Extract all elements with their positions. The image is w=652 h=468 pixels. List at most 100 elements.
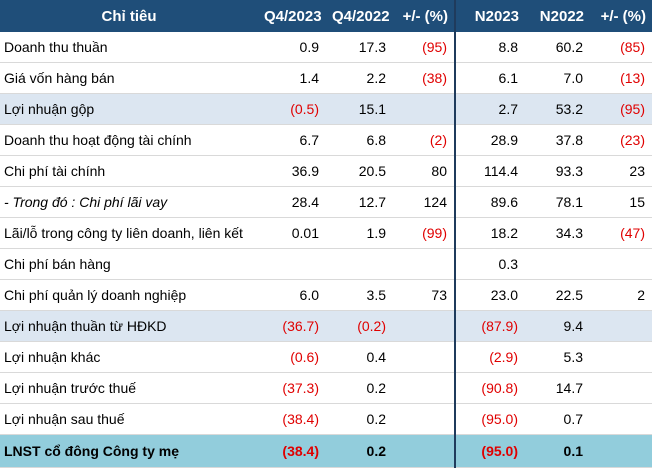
table-row: Chi phí bán hàng 0.3 xyxy=(0,248,652,280)
row-label: Chi phí tài chính xyxy=(0,155,258,187)
value-cell xyxy=(590,403,652,435)
value-cell: 15.1 xyxy=(326,93,393,125)
value-cell: 37.8 xyxy=(525,124,590,156)
value-cell: (0.5) xyxy=(258,93,326,125)
table-row: Chi phí tài chính 36.9 20.5 80 114.4 93.3 23 xyxy=(0,155,652,187)
value-cell: 114.4 xyxy=(455,155,525,187)
row-label: Chi phí bán hàng xyxy=(0,248,258,280)
value-cell: (38.4) xyxy=(258,403,326,435)
value-cell: 36.9 xyxy=(258,155,326,187)
value-cell: (38) xyxy=(393,62,456,94)
value-cell: 0.2 xyxy=(326,372,393,404)
value-cell: 124 xyxy=(393,186,456,218)
table-body: Doanh thu thuần 0.9 17.3 (95) 8.8 60.2 (85) Giá… xyxy=(0,32,652,468)
value-cell: 73 xyxy=(393,279,456,311)
header-cell: +/- (%) xyxy=(393,0,456,32)
header-cell: Chỉ tiêu xyxy=(0,0,258,32)
value-cell: 1.4 xyxy=(258,62,326,94)
row-label: LNST cổ đông Công ty mẹ xyxy=(0,434,258,468)
value-cell: 78.1 xyxy=(525,186,590,218)
value-cell: (87.9) xyxy=(455,310,525,342)
value-cell: 23 xyxy=(590,155,652,187)
header-cell: Q4/2023 xyxy=(258,0,326,32)
value-cell: 20.5 xyxy=(326,155,393,187)
row-label: Lợi nhuận sau thuế xyxy=(0,403,258,435)
value-cell: (36.7) xyxy=(258,310,326,342)
table-row: Lợi nhuận thuần từ HĐKD (36.7) (0.2) (87.9)… xyxy=(0,310,652,342)
table-row: Chi phí quản lý doanh nghiệp 6.0 3.5 73 23.0… xyxy=(0,279,652,311)
value-cell: 23.0 xyxy=(455,279,525,311)
value-cell xyxy=(393,310,456,342)
value-cell xyxy=(590,434,652,468)
row-label: Lợi nhuận gộp xyxy=(0,93,258,125)
value-cell: (99) xyxy=(393,217,456,249)
value-cell: 7.0 xyxy=(525,62,590,94)
value-cell: 9.4 xyxy=(525,310,590,342)
table-row: Doanh thu hoạt động tài chính 6.7 6.8 (2) 28… xyxy=(0,124,652,156)
table-row: Lợi nhuận gộp (0.5) 15.1 2.7 53.2 (95) xyxy=(0,93,652,125)
value-cell: (0.6) xyxy=(258,341,326,373)
value-cell xyxy=(393,93,456,125)
table-row: Doanh thu thuần 0.9 17.3 (95) 8.8 60.2 (85) xyxy=(0,32,652,63)
header-cell: N2022 xyxy=(525,0,590,32)
value-cell: (90.8) xyxy=(455,372,525,404)
table-row: Lợi nhuận trước thuế (37.3) 0.2 (90.8) 14.7 xyxy=(0,372,652,404)
header-cell: Q4/2022 xyxy=(326,0,393,32)
row-label: Lãi/lỗ trong công ty liên doanh, liên kế… xyxy=(0,217,258,249)
row-label: Lợi nhuận thuần từ HĐKD xyxy=(0,310,258,342)
value-cell xyxy=(393,434,456,468)
value-cell: 0.9 xyxy=(258,32,326,63)
value-cell: 53.2 xyxy=(525,93,590,125)
header-cell: +/- (%) xyxy=(590,0,652,32)
header-cell: N2023 xyxy=(455,0,525,32)
value-cell: 0.4 xyxy=(326,341,393,373)
row-label: Lợi nhuận trước thuế xyxy=(0,372,258,404)
table-row: Lợi nhuận khác (0.6) 0.4 (2.9) 5.3 xyxy=(0,341,652,373)
value-cell: 2 xyxy=(590,279,652,311)
value-cell: 0.2 xyxy=(326,403,393,435)
value-cell: 2.2 xyxy=(326,62,393,94)
value-cell: 8.8 xyxy=(455,32,525,63)
value-cell xyxy=(393,341,456,373)
value-cell: 28.9 xyxy=(455,124,525,156)
value-cell: 0.1 xyxy=(525,434,590,468)
row-label: Doanh thu thuần xyxy=(0,32,258,63)
value-cell: (23) xyxy=(590,124,652,156)
header-row: Chỉ tiêu Q4/2023 Q4/2022 +/- (%) N2023 N2022 +… xyxy=(0,0,652,32)
table-row: LNST cổ đông Công ty mẹ (38.4) 0.2 (95.0) 0.… xyxy=(0,434,652,468)
value-cell xyxy=(590,341,652,373)
value-cell: 6.0 xyxy=(258,279,326,311)
value-cell: (37.3) xyxy=(258,372,326,404)
value-cell: 1.9 xyxy=(326,217,393,249)
row-label: Chi phí quản lý doanh nghiệp xyxy=(0,279,258,311)
value-cell xyxy=(590,372,652,404)
value-cell: 5.3 xyxy=(525,341,590,373)
value-cell: 0.2 xyxy=(326,434,393,468)
value-cell: 3.5 xyxy=(326,279,393,311)
value-cell: (95.0) xyxy=(455,403,525,435)
value-cell: 6.8 xyxy=(326,124,393,156)
value-cell: 60.2 xyxy=(525,32,590,63)
value-cell: 0.3 xyxy=(455,248,525,280)
value-cell: 17.3 xyxy=(326,32,393,63)
row-label: Giá vốn hàng bán xyxy=(0,62,258,94)
table-row: Lợi nhuận sau thuế (38.4) 0.2 (95.0) 0.7 xyxy=(0,403,652,435)
value-cell: (0.2) xyxy=(326,310,393,342)
value-cell xyxy=(590,248,652,280)
value-cell: 0.01 xyxy=(258,217,326,249)
value-cell: (38.4) xyxy=(258,434,326,468)
value-cell: 2.7 xyxy=(455,93,525,125)
value-cell: 18.2 xyxy=(455,217,525,249)
value-cell xyxy=(326,248,393,280)
row-label: Doanh thu hoạt động tài chính xyxy=(0,124,258,156)
value-cell: (95.0) xyxy=(455,434,525,468)
value-cell: 93.3 xyxy=(525,155,590,187)
value-cell: 89.6 xyxy=(455,186,525,218)
table-row: Lãi/lỗ trong công ty liên doanh, liên kế… xyxy=(0,217,652,249)
value-cell: 34.3 xyxy=(525,217,590,249)
value-cell: 0.7 xyxy=(525,403,590,435)
value-cell: (95) xyxy=(590,93,652,125)
value-cell: 22.5 xyxy=(525,279,590,311)
value-cell: (2) xyxy=(393,124,456,156)
